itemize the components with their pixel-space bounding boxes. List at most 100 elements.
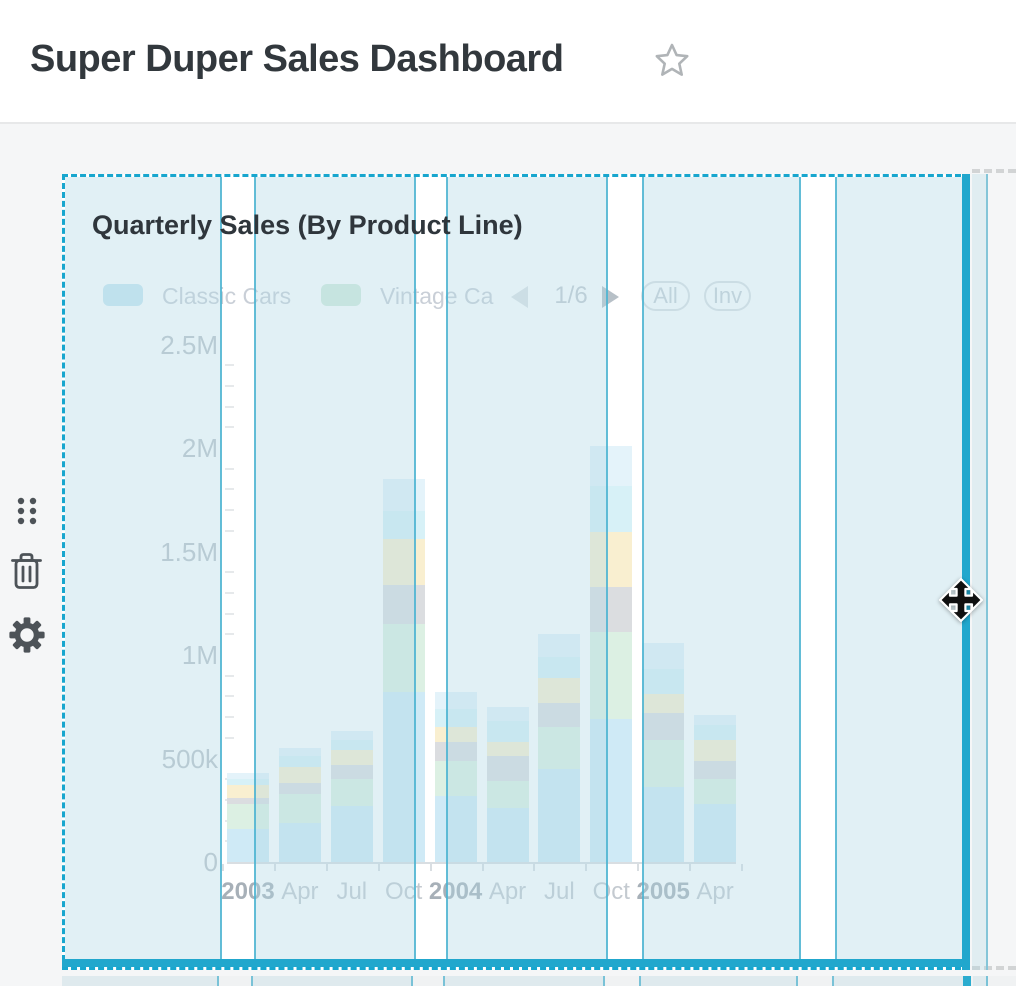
bar-segment[interactable]	[538, 702, 581, 728]
bar-segment[interactable]	[227, 772, 269, 780]
bar-segment[interactable]	[486, 781, 529, 809]
bar-segment[interactable]	[694, 725, 737, 740]
x-axis-label: Jul	[544, 878, 575, 905]
bar-segment[interactable]	[434, 727, 477, 742]
x-axis-label: Oct	[385, 878, 423, 905]
bar-segment[interactable]	[590, 632, 633, 720]
bar-segment[interactable]	[278, 822, 321, 862]
bar-segment[interactable]	[227, 785, 269, 798]
bar-segment[interactable]	[642, 642, 685, 670]
resize-edge-bottom[interactable]	[62, 959, 970, 967]
bar-segment[interactable]	[382, 584, 425, 624]
y-minor-tick	[225, 509, 234, 512]
bar-segment[interactable]	[278, 756, 321, 767]
bar-segment[interactable]	[330, 806, 373, 862]
legend-page-indicator: 1/6	[554, 282, 588, 309]
bar-segment[interactable]	[590, 445, 633, 487]
legend-invert-button[interactable]: Inv	[704, 281, 751, 311]
dashboard-card[interactable]: 0 500k 1M 1.5M 2M 2.5M 2003 Apr Jul Oct 2004 Apr Jul…	[62, 174, 970, 970]
bar-segment[interactable]	[434, 795, 477, 862]
x-axis-label: 2004	[428, 878, 483, 905]
bar-segment[interactable]	[434, 708, 477, 728]
bar-segment[interactable]	[382, 692, 425, 862]
bar-segment[interactable]	[642, 712, 685, 740]
bar-segment[interactable]	[382, 623, 425, 693]
gear-icon[interactable]: (function(){var t=document.getElementByI…	[8, 616, 46, 654]
bar-segment[interactable]	[694, 760, 737, 780]
legend-label[interactable]: Vintage Ca	[380, 283, 494, 309]
trash-icon[interactable]	[10, 551, 43, 591]
bar-segment[interactable]	[330, 739, 373, 751]
y-minor-tick	[225, 364, 234, 367]
bar-segment[interactable]	[590, 531, 633, 587]
legend-next-icon[interactable]	[602, 286, 619, 308]
favorite-star-icon[interactable]	[653, 42, 691, 80]
bar-segment[interactable]	[227, 804, 269, 829]
bar-segment[interactable]	[642, 669, 685, 695]
bar-segment[interactable]	[434, 741, 477, 761]
bar-segment[interactable]	[278, 793, 321, 823]
bar-segment[interactable]	[694, 715, 737, 726]
gridline	[227, 758, 736, 761]
bar-segment[interactable]	[642, 694, 685, 713]
card-drag-handle-icon[interactable]	[14, 495, 40, 527]
bar-segment[interactable]	[694, 804, 737, 862]
bar-segment[interactable]	[590, 486, 633, 532]
x-axis-tick	[585, 864, 588, 871]
bar-segment[interactable]	[486, 741, 529, 757]
x-axis-tick	[377, 864, 380, 871]
bar-segment[interactable]	[486, 706, 529, 722]
bar-segment[interactable]	[590, 719, 633, 862]
bar-segment[interactable]	[486, 756, 529, 782]
grid-guide-column	[640, 976, 797, 986]
x-axis-label: Oct	[592, 878, 630, 905]
legend-prev-icon[interactable]	[511, 286, 528, 308]
bar-segment[interactable]	[486, 721, 529, 742]
bar-segment[interactable]	[694, 739, 737, 761]
bar-segment[interactable]	[590, 586, 633, 633]
x-axis-tick	[533, 864, 536, 871]
y-minor-tick	[225, 716, 234, 719]
grid-guide-column	[252, 976, 412, 986]
legend-all-button[interactable]: All	[641, 281, 690, 311]
bar-segment[interactable]	[434, 692, 477, 709]
legend-swatch-classic-cars[interactable]	[103, 284, 143, 306]
y-minor-tick	[225, 633, 234, 636]
x-axis-tick	[325, 864, 328, 871]
resize-edge-remnant	[963, 976, 971, 986]
bar-segment[interactable]	[538, 657, 581, 678]
bar-segment[interactable]	[330, 730, 373, 740]
legend-swatch-vintage-cars[interactable]	[321, 284, 361, 306]
bar-segment[interactable]	[278, 766, 321, 784]
y-axis-label: 2.5M	[160, 329, 218, 360]
bar-segment[interactable]	[227, 779, 269, 786]
bar-segment[interactable]	[642, 787, 685, 862]
bar-segment[interactable]	[382, 539, 425, 585]
legend-label[interactable]: Classic Cars	[162, 283, 292, 309]
bar-segment[interactable]	[642, 739, 685, 788]
bar-segment[interactable]	[382, 511, 425, 540]
bar-segment[interactable]	[330, 779, 373, 807]
y-minor-tick	[225, 467, 234, 470]
bar-segment[interactable]	[434, 760, 477, 796]
bar-segment[interactable]	[538, 768, 581, 862]
bar-segment[interactable]	[382, 479, 425, 512]
bar-segment[interactable]	[538, 677, 581, 703]
bar-segment[interactable]	[538, 727, 581, 769]
bar-segment[interactable]	[227, 828, 269, 862]
x-axis-label: Apr	[696, 878, 734, 905]
bar-segment[interactable]	[486, 808, 529, 862]
next-card-peek	[62, 976, 1016, 986]
bar-segment[interactable]	[330, 764, 373, 780]
bar-segment[interactable]	[278, 783, 321, 794]
bar-segment[interactable]	[278, 748, 321, 757]
resize-edge-right[interactable]	[962, 174, 970, 970]
bar-segment[interactable]	[330, 750, 373, 765]
move-cursor-icon	[939, 578, 983, 622]
bar-segment[interactable]	[694, 779, 737, 805]
bar-segment[interactable]	[538, 634, 581, 658]
y-minor-tick	[225, 591, 234, 594]
x-axis-tick	[689, 864, 692, 871]
bar-segment[interactable]	[227, 797, 269, 805]
